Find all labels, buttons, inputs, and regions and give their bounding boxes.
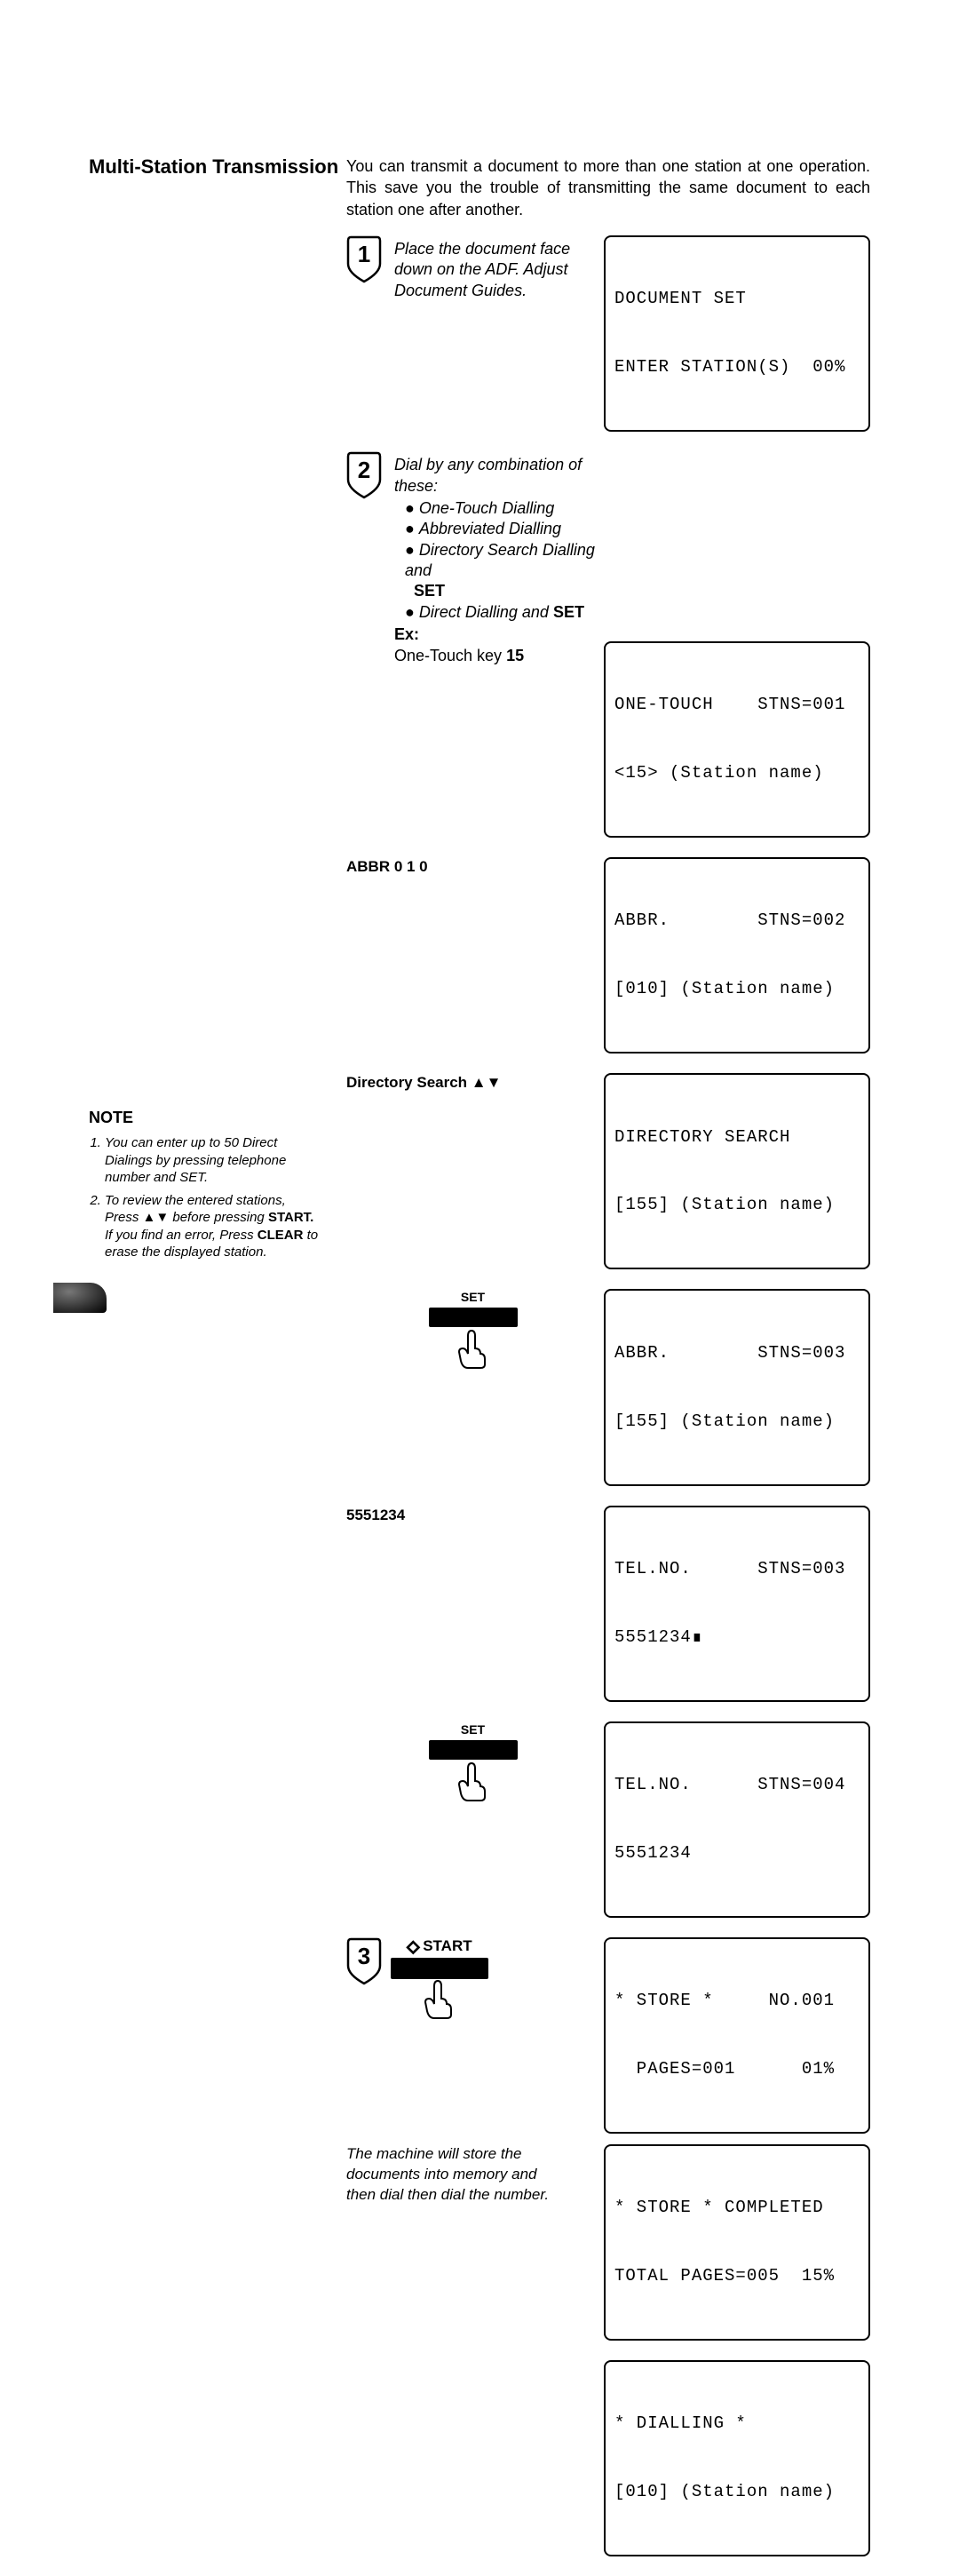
- start-button-bar: [391, 1958, 488, 1979]
- note-block: NOTE You can enter up to 50 Direct Diali…: [89, 1109, 320, 1267]
- lcd-line: * STORE * COMPLETED: [614, 2197, 860, 2220]
- lcd-line: TEL.NO. STNS=003: [614, 1558, 860, 1581]
- lcd-one-touch: ONE-TOUCH STNS=001 <15> (Station name): [604, 641, 870, 838]
- telno-label: 5551234: [346, 1506, 564, 1526]
- note-item: To review the entered stations, Press ▲▼…: [105, 1192, 320, 1261]
- thumb-tab-icon: [53, 1283, 107, 1313]
- set-button-label: SET: [461, 1289, 485, 1306]
- list-item: Direct Dialling and SET: [405, 602, 604, 623]
- step-3-badge: 3: [346, 1937, 382, 1985]
- lcd-line: DOCUMENT SET: [614, 288, 860, 311]
- lcd-line: 5551234∎: [614, 1626, 860, 1650]
- lcd-line: [155] (Station name): [614, 1194, 860, 1217]
- lcd-dirsearch: DIRECTORY SEARCH [155] (Station name): [604, 1073, 870, 1269]
- lcd-line: * DIALLING *: [614, 2413, 860, 2436]
- one-touch-lcd-row: ONE-TOUCH STNS=001 <15> (Station name): [346, 641, 870, 838]
- step-1-badge: 1: [346, 235, 382, 283]
- step-2-text: Dial by any combination of these: One-To…: [394, 451, 604, 666]
- lcd-line: 5551234: [614, 1842, 860, 1865]
- step-2-badge: 2: [346, 451, 382, 499]
- lcd-line: PAGES=001 01%: [614, 2058, 860, 2081]
- lcd-line: [010] (Station name): [614, 2481, 860, 2504]
- set-button[interactable]: SET: [382, 1289, 564, 1370]
- set-button-label: SET: [461, 1721, 485, 1738]
- lcd-tel-1: TEL.NO. STNS=003 5551234∎: [604, 1506, 870, 1702]
- lcd-tel-2: TEL.NO. STNS=004 5551234: [604, 1721, 870, 1918]
- svg-text:3: 3: [358, 1943, 370, 1969]
- store-completed-row: The machine will store the documents int…: [346, 2144, 870, 2341]
- lcd-line: DIRECTORY SEARCH: [614, 1126, 860, 1149]
- lcd-line: ONE-TOUCH STNS=001: [614, 694, 860, 717]
- note-item: You can enter up to 50 Direct Dialings b…: [105, 1134, 320, 1187]
- lcd-line: TOTAL PAGES=005 15%: [614, 2265, 860, 2288]
- lcd-line: [155] (Station name): [614, 1411, 860, 1434]
- lcd-dialling: * DIALLING * [010] (Station name): [604, 2360, 870, 2556]
- set-button-bar: [429, 1308, 518, 1327]
- start-button[interactable]: START: [391, 1937, 488, 2020]
- finger-icon: [456, 1327, 491, 1370]
- lcd-line: ABBR. STNS=002: [614, 910, 860, 933]
- intro-paragraph: You can transmit a document to more than…: [346, 155, 870, 220]
- lcd-abbr: ABBR. STNS=002 [010] (Station name): [604, 857, 870, 1053]
- step-2-header: Dial by any combination of these:: [394, 456, 582, 494]
- set-row-1: SET ABBR. STNS=003 [155] (Station name): [346, 1289, 870, 1485]
- svg-text:1: 1: [358, 241, 370, 267]
- finger-icon: [456, 1760, 491, 1802]
- list-item: Abbreviated Dialling: [405, 519, 604, 539]
- lcd-document-set: DOCUMENT SET ENTER STATION(S) 00%: [604, 235, 870, 432]
- set-button[interactable]: SET: [382, 1721, 564, 1802]
- lcd-line: * STORE * NO.001: [614, 1990, 860, 2013]
- one-touch-example: One-Touch key 15: [394, 646, 604, 666]
- start-button-label: START: [407, 1937, 472, 1956]
- note-title: NOTE: [89, 1109, 320, 1127]
- abbr-row: ABBR 0 1 0 ABBR. STNS=002 [010] (Station…: [346, 857, 870, 1053]
- step-2-row: 2 Dial by any combination of these: One-…: [346, 451, 870, 666]
- step-1-row: 1 Place the document face down on the AD…: [346, 235, 870, 432]
- telno-row: 5551234 TEL.NO. STNS=003 5551234∎: [346, 1506, 870, 1702]
- lcd-store: * STORE * NO.001 PAGES=001 01%: [604, 1937, 870, 2134]
- set-button-bar: [429, 1740, 518, 1760]
- lcd-line: ENTER STATION(S) 00%: [614, 356, 860, 379]
- step-1-text: Place the document face down on the ADF.…: [394, 235, 604, 301]
- step-3-row: 3 START * STORE * NO.001 PAGES=001 01%: [346, 1937, 870, 2134]
- dirsearch-label: Directory Search ▲▼: [346, 1073, 564, 1093]
- lcd-line: <15> (Station name): [614, 762, 860, 785]
- lcd-line: TEL.NO. STNS=004: [614, 1774, 860, 1797]
- lcd-line: [010] (Station name): [614, 978, 860, 1001]
- list-item: Directory Search Dialling and SET: [405, 540, 604, 602]
- abbr-label: ABBR 0 1 0: [346, 857, 564, 878]
- dialling-row: * DIALLING * [010] (Station name): [346, 2360, 870, 2556]
- list-item: One-Touch Dialling: [405, 498, 604, 519]
- dirsearch-row: Directory Search ▲▼ DIRECTORY SEARCH [15…: [346, 1073, 870, 1269]
- svg-text:2: 2: [358, 457, 370, 483]
- lcd-abbr-3: ABBR. STNS=003 [155] (Station name): [604, 1289, 870, 1485]
- finger-icon: [422, 1979, 457, 2020]
- lcd-store-completed: * STORE * COMPLETED TOTAL PAGES=005 15%: [604, 2144, 870, 2341]
- lcd-line: ABBR. STNS=003: [614, 1342, 860, 1365]
- set-row-2: SET TEL.NO. STNS=004 5551234: [346, 1721, 870, 1918]
- page-title: Multi-Station Transmission: [89, 155, 338, 179]
- steps-container: 1 Place the document face down on the AD…: [346, 235, 870, 2576]
- step-3-post-text: The machine will store the documents int…: [346, 2144, 559, 2206]
- example-label: Ex:: [394, 624, 604, 645]
